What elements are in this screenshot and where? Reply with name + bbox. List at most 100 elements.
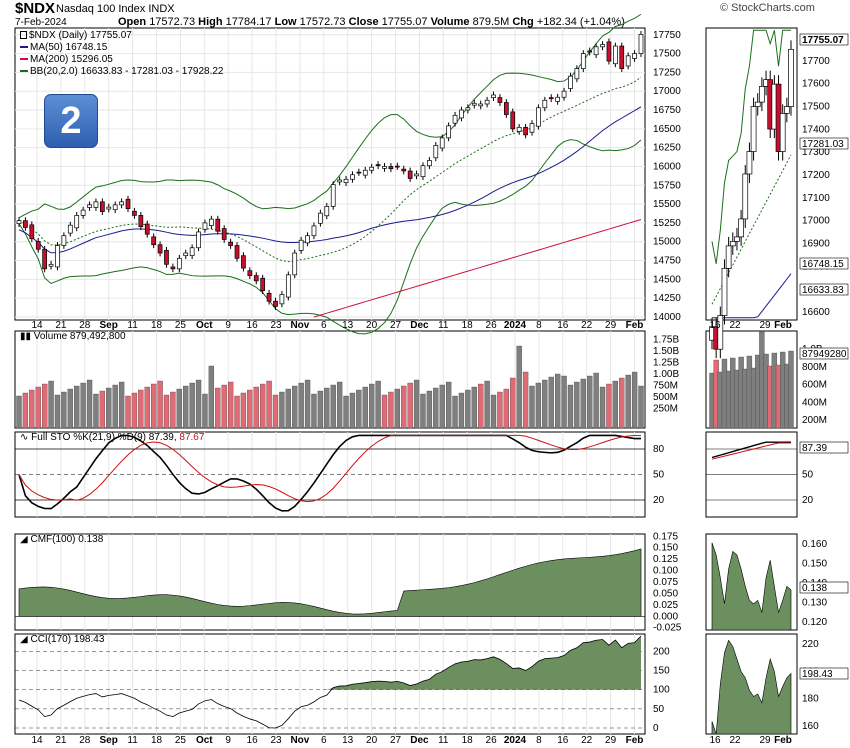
candle-body xyxy=(202,222,208,230)
volume-bar xyxy=(343,395,349,429)
zoom-price-tick: 17700 xyxy=(802,56,830,67)
x-axis-label: 2024 xyxy=(504,320,527,331)
volume-bar xyxy=(452,395,458,429)
volume-bar xyxy=(561,375,567,429)
x-axis-label-bottom: Sep xyxy=(100,735,118,746)
price-tick-label: 16500 xyxy=(653,124,681,135)
zoom-price-tick: 17100 xyxy=(802,193,830,204)
x-axis-label: 14 xyxy=(31,320,43,331)
legend-bb: BB(20,2.0) 16633.83 - 17281.03 - 17928.2… xyxy=(20,66,223,78)
x-axis-label: 9 xyxy=(225,320,231,331)
volume-bar xyxy=(330,384,336,429)
zoom-candle-body xyxy=(746,151,753,175)
quote-date: 7-Feb-2024 xyxy=(15,17,67,28)
zoom-ma50 xyxy=(712,273,792,319)
x-axis-label-bottom: 27 xyxy=(390,735,402,746)
x-axis-label: 16 xyxy=(247,320,259,331)
candle-body xyxy=(414,173,419,177)
price-legend: $NDX (Daily) 17755.07 MA(50) 16748.15 MA… xyxy=(20,30,223,78)
candle-body xyxy=(93,201,99,208)
volume-bar xyxy=(317,390,324,429)
zoom-sto-tick: 50 xyxy=(802,470,814,481)
volume-bar xyxy=(163,394,170,429)
cmf-tick-label: 0.075 xyxy=(653,577,678,588)
zoom-x-label: 22 xyxy=(729,320,741,331)
volume-bar xyxy=(516,345,522,429)
x-axis-label: Oct xyxy=(196,320,213,331)
candle-body xyxy=(394,165,400,168)
x-axis-label-bottom: Feb xyxy=(626,735,644,746)
volume-bar xyxy=(80,382,86,429)
chg-label: Chg xyxy=(512,16,534,28)
candle-body xyxy=(29,224,35,240)
candle-body xyxy=(471,102,477,106)
candle-body xyxy=(568,75,573,89)
candle-body xyxy=(459,109,464,119)
volume-bar xyxy=(221,384,227,429)
candle-body xyxy=(375,164,381,167)
candle-body xyxy=(119,201,124,206)
volume-bar xyxy=(529,385,535,429)
volume-bar xyxy=(48,380,54,429)
price-tick-label: 17750 xyxy=(653,30,681,41)
zoom-volume-bar xyxy=(788,350,794,429)
cmf-label: ◢ CMF(100) 0.138 xyxy=(20,534,104,545)
volume-bar xyxy=(106,387,112,429)
volume-bar xyxy=(599,386,606,429)
candle-body xyxy=(305,235,310,244)
zoom-sto-tag-box xyxy=(799,441,849,454)
candle-body xyxy=(215,218,221,232)
x-axis-label-bottom: 23 xyxy=(270,735,282,746)
cci-line xyxy=(18,635,642,729)
candle-body xyxy=(106,206,112,210)
zoom-price-tick: 17000 xyxy=(802,216,830,227)
volume-bar xyxy=(304,379,311,429)
zoom-cci-tick: 180 xyxy=(802,694,819,705)
x-axis-label: 18 xyxy=(151,320,163,331)
sto-d-value: 87.67 xyxy=(179,432,205,443)
cmf-tick-label: 0.050 xyxy=(653,588,678,599)
candle-body xyxy=(382,166,387,169)
volume-bar xyxy=(503,388,509,429)
volume-bar xyxy=(125,395,131,429)
price-tick-label: 17250 xyxy=(653,67,681,78)
volume-bar xyxy=(497,391,503,429)
zoom-bb-low-tag: 16633.83 xyxy=(802,285,844,296)
candle-body xyxy=(503,102,509,115)
price-tick-label: 16000 xyxy=(653,161,681,172)
candle-body xyxy=(132,210,137,216)
zoom-volume-tick: 400M xyxy=(802,397,827,408)
x-axis-label-bottom: Nov xyxy=(290,735,309,746)
volume-bar xyxy=(170,391,176,429)
zoom-volume-tick: 800M xyxy=(802,362,827,373)
legend-ma50: MA(50) 16748.15 xyxy=(20,42,223,54)
zoom-price-tick: 17600 xyxy=(802,79,830,90)
volume-bar xyxy=(215,387,221,429)
candle-body xyxy=(189,247,195,257)
volume-bar xyxy=(612,380,619,429)
volume-tick-label: 750M xyxy=(653,381,678,392)
low-label: Low xyxy=(274,16,297,28)
zoom-price-tick: 17200 xyxy=(802,170,830,181)
candle-body xyxy=(35,241,41,250)
cmf-tick-label: 0.175 xyxy=(653,531,678,542)
x-axis-label-bottom: Oct xyxy=(196,735,213,746)
x-axis-label: 6 xyxy=(321,320,327,331)
volume-bar xyxy=(542,379,548,429)
candle-body xyxy=(343,178,349,184)
brand: © StockCharts.com xyxy=(720,2,815,14)
candle-body xyxy=(446,125,451,139)
volume-bar xyxy=(426,390,433,429)
volume-bar xyxy=(324,387,330,429)
x-axis-label: 26 xyxy=(486,320,498,331)
volume-bar xyxy=(35,386,41,429)
candle-body xyxy=(625,55,631,67)
zoom-candle-body xyxy=(779,113,786,152)
volume-bar xyxy=(67,388,73,429)
zoom-volume-tick: 600M xyxy=(802,380,827,391)
zoom-candle-body xyxy=(759,86,765,103)
volume-bar xyxy=(625,374,631,429)
price-tick-label: 14250 xyxy=(653,293,681,304)
x-axis-label: Nov xyxy=(290,320,309,331)
volume-bar xyxy=(227,381,234,429)
